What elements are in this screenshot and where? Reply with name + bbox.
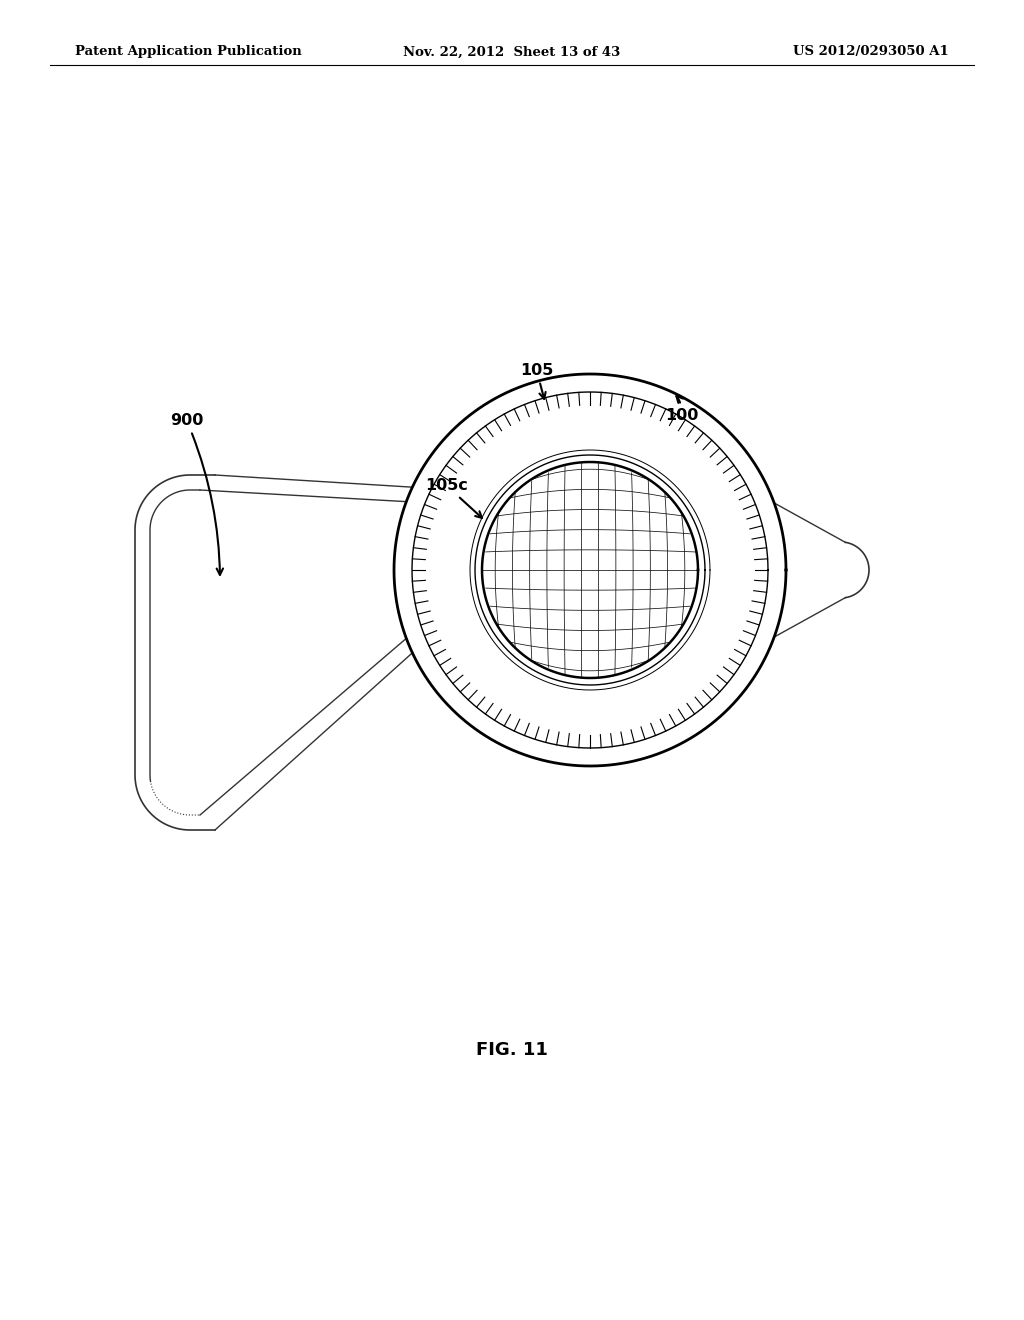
Text: 900: 900 (170, 413, 223, 576)
Circle shape (482, 462, 698, 678)
Text: 105c: 105c (425, 478, 482, 517)
Text: Patent Application Publication: Patent Application Publication (75, 45, 302, 58)
Text: US 2012/0293050 A1: US 2012/0293050 A1 (794, 45, 949, 58)
Text: 101: 101 (645, 517, 690, 602)
Text: FIG. 11: FIG. 11 (476, 1041, 548, 1059)
Text: 100: 100 (665, 396, 698, 422)
Text: 105: 105 (520, 363, 553, 399)
Text: 102: 102 (570, 473, 603, 535)
Text: Nov. 22, 2012  Sheet 13 of 43: Nov. 22, 2012 Sheet 13 of 43 (403, 45, 621, 58)
